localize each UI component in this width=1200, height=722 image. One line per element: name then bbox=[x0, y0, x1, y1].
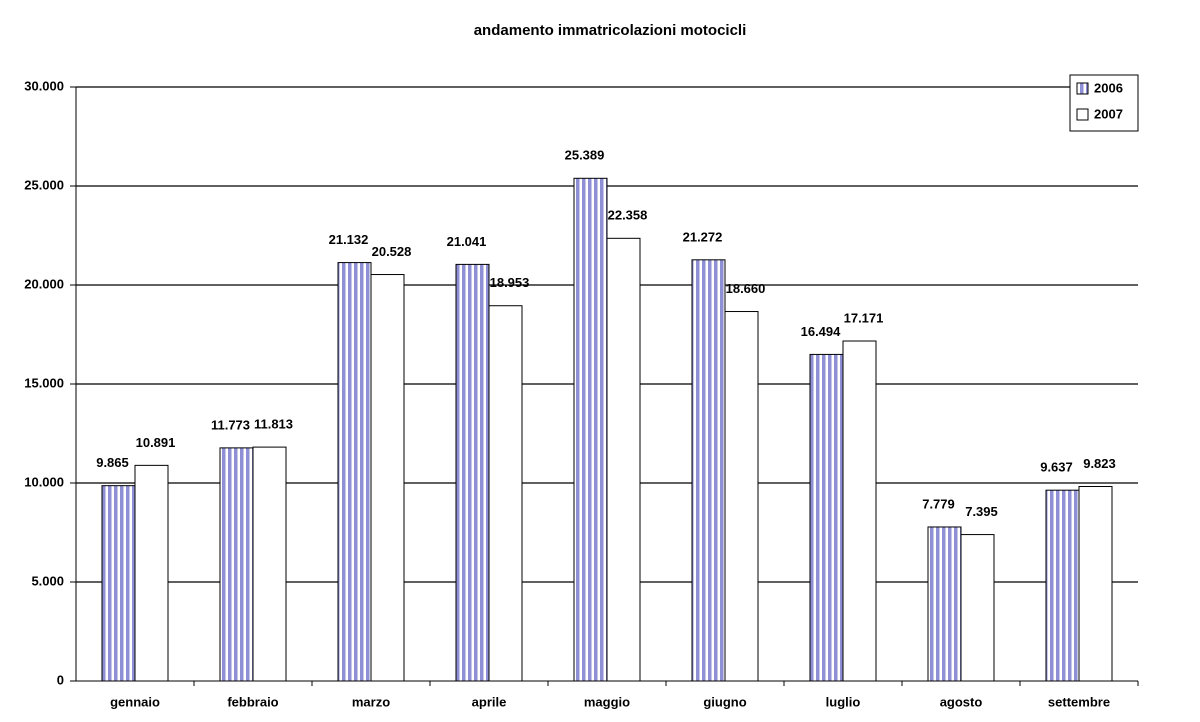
data-label: 9.865 bbox=[96, 455, 129, 470]
y-tick-label: 20.000 bbox=[24, 276, 64, 291]
x-tick-label: giugno bbox=[703, 694, 746, 709]
data-label: 11.773 bbox=[211, 417, 250, 432]
bar bbox=[488, 305, 523, 682]
bar bbox=[927, 526, 962, 682]
data-label: 16.494 bbox=[801, 324, 842, 339]
data-label: 10.891 bbox=[136, 435, 176, 450]
bar bbox=[252, 446, 287, 682]
y-tick-label: 15.000 bbox=[24, 375, 64, 390]
data-label: 21.272 bbox=[683, 229, 723, 244]
y-tick-label: 0 bbox=[57, 672, 64, 687]
legend-label: 2006 bbox=[1094, 80, 1123, 95]
bar bbox=[724, 311, 759, 682]
x-tick-label: febbraio bbox=[227, 694, 278, 709]
bar bbox=[134, 464, 169, 682]
x-tick-label: marzo bbox=[352, 694, 390, 709]
bar bbox=[691, 259, 726, 682]
bar bbox=[1045, 489, 1080, 682]
legend-swatch bbox=[1076, 108, 1089, 121]
y-tick-label: 5.000 bbox=[31, 573, 64, 588]
bar bbox=[219, 447, 254, 682]
bar bbox=[842, 340, 877, 682]
bar bbox=[573, 177, 608, 682]
x-tick-label: gennaio bbox=[110, 694, 160, 709]
legend-swatch bbox=[1076, 82, 1089, 95]
chart-title: andamento immatricolazioni motocicli bbox=[474, 22, 747, 39]
y-tick-label: 30.000 bbox=[24, 78, 64, 93]
y-tick-label: 25.000 bbox=[24, 177, 64, 192]
legend-label: 2007 bbox=[1094, 106, 1123, 121]
data-label: 22.358 bbox=[608, 208, 648, 223]
data-label: 11.813 bbox=[254, 417, 293, 432]
bar bbox=[809, 353, 844, 682]
data-label: 18.660 bbox=[726, 281, 766, 296]
bar bbox=[960, 534, 995, 682]
y-tick-label: 10.000 bbox=[24, 474, 64, 489]
data-label: 21.041 bbox=[447, 234, 487, 249]
data-label: 9.637 bbox=[1040, 460, 1073, 475]
data-label: 20.528 bbox=[372, 244, 412, 259]
x-tick-label: luglio bbox=[826, 694, 861, 709]
x-tick-label: settembre bbox=[1048, 694, 1110, 709]
data-label: 18.953 bbox=[490, 275, 530, 290]
x-tick-label: aprile bbox=[472, 694, 507, 709]
bar bbox=[101, 485, 136, 682]
bar bbox=[1078, 486, 1113, 682]
bar bbox=[606, 237, 641, 682]
x-tick-label: maggio bbox=[584, 694, 630, 709]
x-tick-label: agosto bbox=[940, 694, 983, 709]
data-label: 9.823 bbox=[1083, 456, 1116, 471]
bar bbox=[370, 274, 405, 682]
bar bbox=[337, 262, 372, 682]
data-label: 7.395 bbox=[965, 504, 998, 519]
data-label: 21.132 bbox=[329, 232, 369, 247]
data-label: 25.389 bbox=[565, 148, 605, 163]
data-label: 17.171 bbox=[844, 310, 884, 325]
bar bbox=[455, 263, 490, 682]
data-label: 7.779 bbox=[922, 496, 955, 511]
